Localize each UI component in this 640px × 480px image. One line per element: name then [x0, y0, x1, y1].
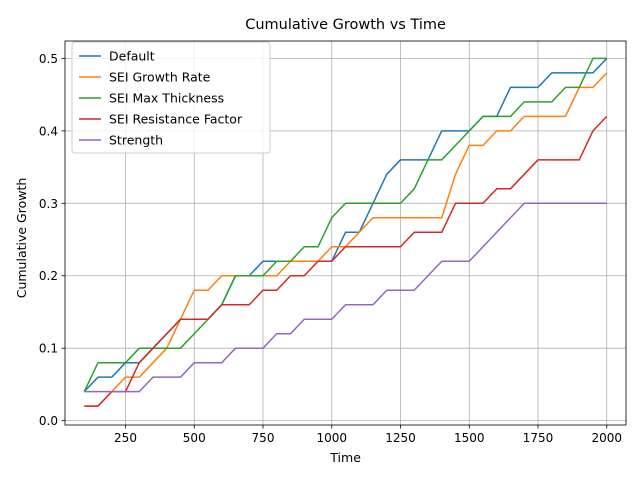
- y-tick-label: 0.3: [39, 197, 58, 211]
- x-tick-label: 2000: [591, 431, 622, 445]
- x-tick-label: 1250: [385, 431, 416, 445]
- x-tick-label: 1500: [454, 431, 485, 445]
- y-tick-label: 0.1: [39, 342, 58, 356]
- grid: [65, 41, 626, 425]
- series-line-strength: [84, 202, 607, 393]
- y-tick-label: 0.5: [39, 52, 58, 66]
- legend-label: SEI Resistance Factor: [109, 112, 243, 127]
- x-tick-label: 1750: [523, 431, 554, 445]
- x-tick-label: 500: [183, 431, 206, 445]
- legend-label: SEI Growth Rate: [109, 70, 211, 85]
- y-axis-ticks: 0.0 0.1 0.2 0.3 0.4 0.5: [39, 52, 65, 428]
- legend-label: Strength: [109, 133, 163, 148]
- x-tick-label: 1000: [316, 431, 347, 445]
- legend: Default SEI Growth Rate SEI Max Thickness S…: [71, 41, 271, 154]
- x-tick-label: 750: [252, 431, 275, 445]
- x-axis-label: Time: [329, 450, 361, 465]
- x-tick-label: 250: [114, 431, 137, 445]
- legend-box: [71, 41, 271, 154]
- series-line-sei-resistance-factor: [84, 115, 608, 407]
- series-lines: [83, 57, 608, 407]
- y-axis-label: Cumulative Growth: [14, 178, 29, 299]
- legend-label: SEI Max Thickness: [109, 91, 224, 106]
- legend-label: Default: [109, 49, 155, 64]
- chart-title: Cumulative Growth vs Time: [245, 17, 446, 33]
- plot-frame: [64, 40, 627, 426]
- y-tick-label: 0.4: [39, 124, 58, 138]
- y-tick-label: 0.2: [39, 269, 58, 283]
- series-line-sei-max-thickness: [83, 57, 607, 392]
- x-axis-ticks: 250 500 750 1000 1250 1500 1750 2000: [114, 425, 622, 445]
- y-tick-label: 0.0: [39, 414, 58, 428]
